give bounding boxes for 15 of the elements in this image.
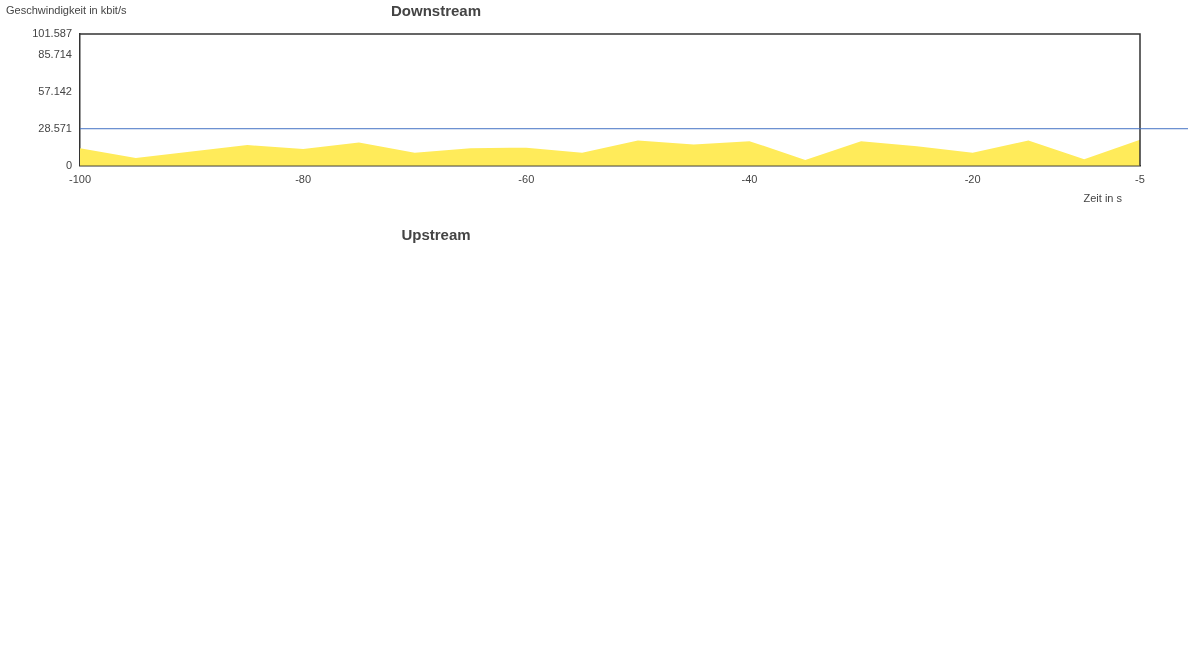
y-tick-label: 28.571 [38,121,72,134]
x-axis-title: Zeit in s [1083,191,1123,204]
x-tick-label: -100 [68,173,92,186]
x-tick-label: -80 [295,173,312,186]
x-tick-label: -40 [741,173,758,186]
y-tick-label: 0 [65,158,72,171]
y-axis-title: Geschwindigkeit in kbit/s [6,4,127,16]
x-tick-label: -20 [964,173,981,186]
text: Upstream [401,226,471,243]
y-tick-label: 57.142 [38,84,72,97]
y-tick-label: 85.714 [38,47,72,60]
x-tick-label: -5 [1135,173,1145,186]
x-tick-label: -60 [518,173,535,186]
chart-title: Downstream [390,2,482,19]
y-tick-label: 101.587 [32,27,72,40]
